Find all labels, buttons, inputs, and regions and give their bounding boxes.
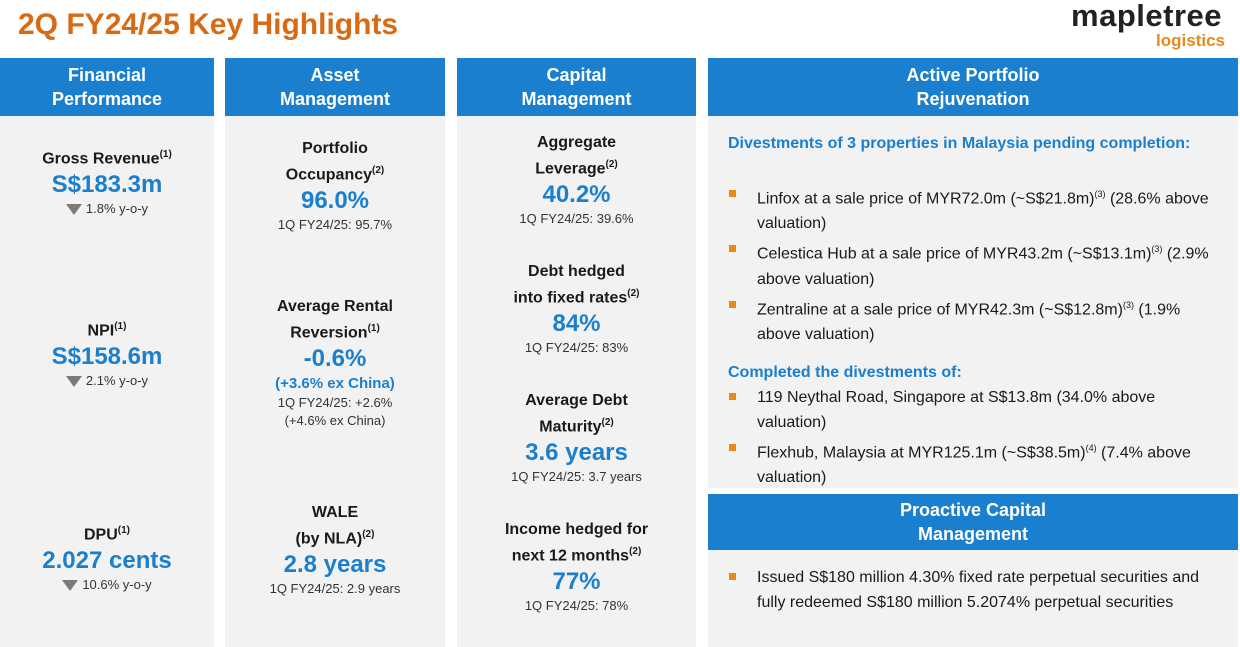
- list-item: Celestica Hub at a sale price of MYR43.2…: [728, 237, 1228, 291]
- metric-value: 96.0%: [300, 187, 370, 215]
- npi-metric: NPI(1) S$158.6m 2.1% y-o-y: [0, 316, 214, 390]
- bullet-icon: [729, 393, 736, 400]
- metric-prior: 1Q FY24/25: 95.7%: [277, 217, 393, 233]
- metric-value: S$183.3m: [51, 171, 163, 199]
- bullet-icon: [729, 444, 736, 451]
- asset-management-panel: Asset Management Portfolio Occupancy(2) …: [225, 58, 445, 647]
- income-hedged-metric: Income hedged for next 12 months(2) 77% …: [457, 519, 696, 615]
- metric-label: WALE (by NLA): [295, 504, 363, 548]
- metric-label: Debt hedged into fixed rates: [513, 263, 628, 307]
- footnote-ref: (2): [627, 288, 640, 299]
- list-item: Zentraline at a sale price of MYR42.3m (…: [728, 293, 1228, 347]
- metric-change: 10.6% y-o-y: [82, 577, 152, 593]
- metric-label: NPI: [87, 322, 115, 340]
- list-item: Issued S$180 million 4.30% fixed rate pe…: [728, 565, 1228, 615]
- metric-prior: 1Q FY24/25: +2.6% (+4.6% ex China): [277, 395, 393, 429]
- proactive-capital-list: Issued S$180 million 4.30% fixed rate pe…: [728, 565, 1228, 616]
- list-item: Linfox at a sale price of MYR72.0m (~S$2…: [728, 182, 1228, 236]
- metric-value: 2.8 years: [283, 551, 387, 579]
- portfolio-rejuvenation-panel: Active Portfolio Rejuvenation Divestment…: [708, 58, 1238, 488]
- asset-management-header: Asset Management: [225, 58, 445, 116]
- logo-subtitle: logistics: [1156, 31, 1225, 50]
- bullet-icon: [729, 573, 736, 580]
- footnote-ref: (3): [1094, 189, 1106, 199]
- debt-hedged-metric: Debt hedged into fixed rates(2) 84% 1Q F…: [457, 261, 696, 357]
- metric-prior: 1Q FY24/25: 39.6%: [519, 211, 634, 227]
- metric-prior: 1Q FY24/25: 3.7 years: [511, 469, 642, 485]
- down-triangle-icon: [62, 579, 79, 591]
- completed-divestments-list: 119 Neythal Road, Singapore at S$13.8m (…: [728, 385, 1228, 491]
- metric-label: DPU: [83, 526, 118, 544]
- portfolio-rejuvenation-header: Active Portfolio Rejuvenation: [708, 58, 1238, 116]
- footnote-ref: (2): [629, 546, 642, 557]
- metric-label: Aggregate Leverage: [535, 134, 617, 178]
- logo-wordmark: mapletree: [1071, 0, 1222, 33]
- metric-label: Portfolio Occupancy: [285, 140, 373, 184]
- list-item: Flexhub, Malaysia at MYR125.1m (~S$38.5m…: [728, 436, 1228, 490]
- metric-label: Average Debt Maturity: [525, 392, 628, 436]
- bullet-icon: [729, 300, 736, 308]
- metric-value: 77%: [552, 568, 601, 596]
- rental-reversion-metric: Average Rental Reversion(1) -0.6% (+3.6%…: [225, 296, 445, 430]
- capital-management-header: Capital Management: [457, 58, 696, 116]
- page-title: 2Q FY24/25 Key Highlights: [18, 8, 399, 41]
- dpu-metric: DPU(1) 2.027 cents 10.6% y-o-y: [0, 520, 214, 594]
- metric-label: Average Rental Reversion: [277, 298, 393, 342]
- footnote-ref: (2): [605, 159, 618, 170]
- metric-value: 3.6 years: [525, 439, 628, 467]
- footnote-ref: (1): [114, 321, 127, 332]
- gross-revenue-metric: Gross Revenue(1) S$183.3m 1.8% y-o-y: [0, 144, 214, 218]
- metric-prior: 1Q FY24/25: 2.9 years: [269, 581, 401, 597]
- debt-maturity-metric: Average Debt Maturity(2) 3.6 years 1Q FY…: [457, 390, 696, 486]
- mapletree-logo: mapletree logistics: [1018, 0, 1228, 52]
- bullet-icon: [729, 245, 736, 253]
- capital-management-panel: Capital Management Aggregate Leverage(2)…: [457, 58, 696, 647]
- pending-divestments-list: Linfox at a sale price of MYR72.0m (~S$2…: [728, 182, 1228, 348]
- list-item: 119 Neythal Road, Singapore at S$13.8m (…: [728, 385, 1228, 435]
- proactive-capital-header: Proactive Capital Management: [708, 494, 1238, 550]
- proactive-capital-panel: Proactive Capital Management Issued S$18…: [708, 494, 1238, 647]
- footnote-ref: (3): [1122, 299, 1134, 310]
- metric-value: -0.6%: [303, 345, 367, 373]
- footnote-ref: (2): [362, 529, 375, 540]
- footnote-ref: (3): [1151, 244, 1163, 255]
- portfolio-occupancy-metric: Portfolio Occupancy(2) 96.0% 1Q FY24/25:…: [225, 138, 445, 234]
- footnote-ref: (1): [159, 149, 172, 160]
- footnote-ref: (4): [1085, 443, 1097, 453]
- metric-value: 40.2%: [542, 181, 611, 209]
- metric-value: 84%: [552, 310, 601, 338]
- bullet-icon: [729, 190, 736, 197]
- footnote-ref: (2): [601, 417, 614, 428]
- metric-prior: 1Q FY24/25: 83%: [524, 340, 629, 356]
- metric-prior: 1Q FY24/25: 78%: [524, 598, 629, 614]
- completed-divestments-title: Completed the divestments of:: [728, 364, 962, 381]
- aggregate-leverage-metric: Aggregate Leverage(2) 40.2% 1Q FY24/25: …: [457, 132, 696, 228]
- metric-label: Gross Revenue: [42, 150, 160, 168]
- metric-change: 2.1% y-o-y: [85, 373, 149, 389]
- wale-metric: WALE (by NLA)(2) 2.8 years 1Q FY24/25: 2…: [225, 502, 445, 598]
- financial-performance-header: Financial Performance: [0, 58, 214, 116]
- pending-divestments-title: Divestments of 3 properties in Malaysia …: [728, 135, 1191, 152]
- metric-change: 1.8% y-o-y: [85, 201, 149, 217]
- down-triangle-icon: [65, 203, 82, 215]
- footnote-ref: (2): [372, 165, 385, 176]
- footnote-ref: (1): [117, 525, 130, 536]
- metric-value: S$158.6m: [51, 343, 163, 371]
- metric-label: Income hedged for next 12 months: [504, 521, 649, 565]
- footnote-ref: (1): [367, 323, 380, 334]
- metric-value: 2.027 cents: [42, 547, 172, 575]
- metric-ex-china: (+3.6% ex China): [275, 375, 395, 393]
- financial-performance-panel: Financial Performance Gross Revenue(1) S…: [0, 58, 214, 647]
- down-triangle-icon: [65, 375, 82, 387]
